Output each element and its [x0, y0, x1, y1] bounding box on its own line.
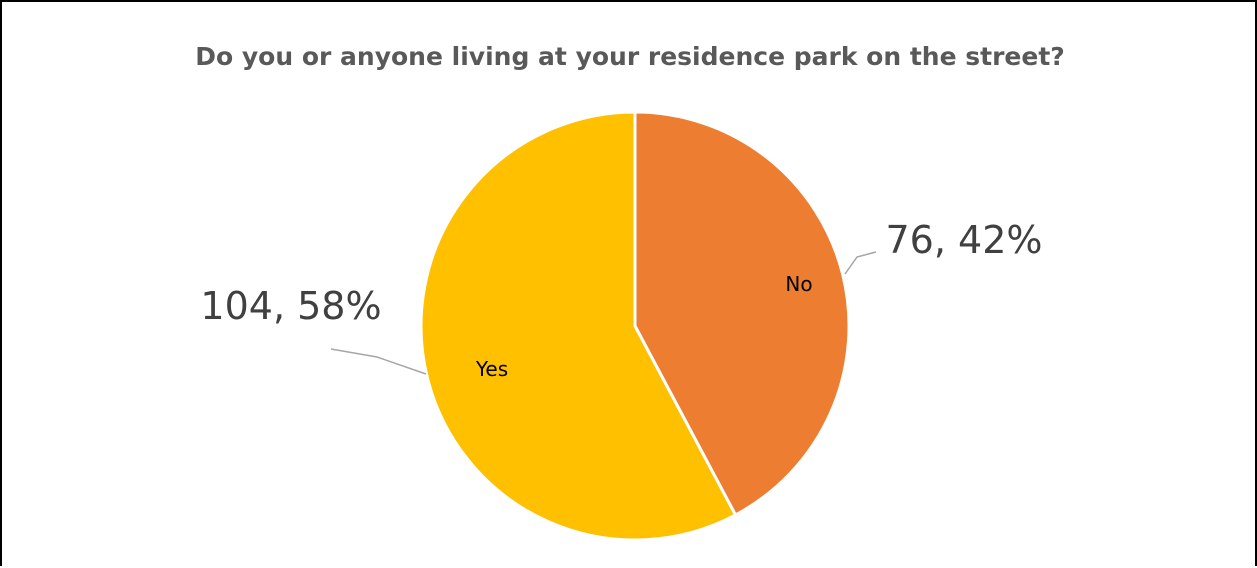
- pie-slice-yes: [419, 110, 737, 542]
- category-label-no: No: [785, 272, 812, 296]
- chart-title: Do you or anyone living at your residenc…: [195, 42, 1065, 71]
- pie-slice-no: [633, 110, 851, 517]
- pie-labels: No 76, 42% Yes 104, 58%: [200, 218, 1042, 381]
- category-label-yes: Yes: [475, 357, 508, 381]
- leader-line-yes: [330, 348, 427, 375]
- data-label-no: 76, 42%: [886, 218, 1043, 262]
- data-label-yes: 104, 58%: [200, 284, 381, 328]
- leader-line-no: [844, 251, 877, 275]
- pie-slices: [419, 110, 851, 542]
